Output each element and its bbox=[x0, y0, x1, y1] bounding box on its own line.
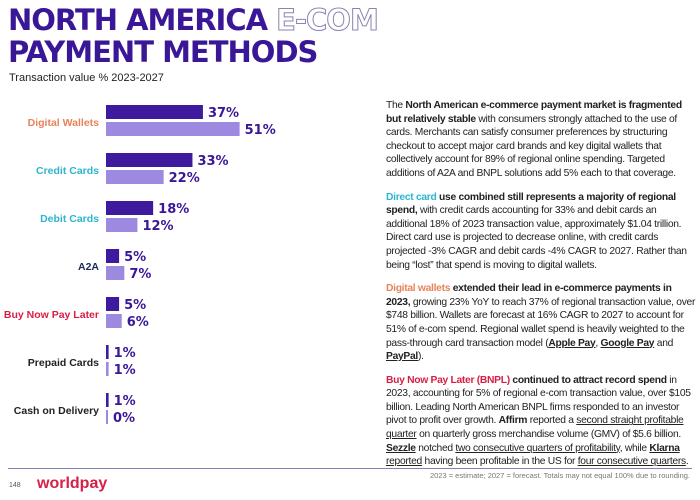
data-label: 5% bbox=[124, 250, 146, 265]
text-segment: with consumers strongly attached to the … bbox=[386, 113, 677, 179]
text-segment: in 2023, accounting for 5% of regional e… bbox=[386, 374, 691, 427]
data-label: 18% bbox=[158, 202, 189, 217]
footnote: 2023 = estimate; 2027 = forecast. Totals… bbox=[429, 471, 690, 480]
text-segment: reported bbox=[386, 456, 422, 468]
paragraph-overview: The North American e-commerce payment ma… bbox=[386, 99, 698, 181]
text-segment: with credit cards accounting for 33% and… bbox=[386, 205, 687, 271]
data-label: 7% bbox=[129, 267, 151, 282]
data-label: 1% bbox=[114, 394, 136, 409]
title-line-2: PAYMENT METHODS bbox=[8, 35, 318, 69]
page-number: 148 bbox=[9, 482, 21, 489]
paragraph-direct-card: Direct card use combined still represent… bbox=[386, 191, 698, 273]
text-segment: Sezzle bbox=[386, 442, 416, 454]
text-segment: on quarterly gross merchandise volume (G… bbox=[416, 429, 681, 441]
text-segment: The bbox=[386, 100, 406, 111]
data-label: 0% bbox=[113, 411, 135, 426]
data-label: 51% bbox=[245, 123, 276, 138]
worldpay-logo: worldpay bbox=[37, 475, 108, 492]
paragraph-digital-wallets: Digital wallets extended their lead in e… bbox=[386, 282, 698, 364]
text-segment: Apple Pay bbox=[548, 337, 596, 349]
text-segment: , bbox=[595, 337, 601, 349]
text-segment: use combined still represents a majority… bbox=[386, 191, 676, 217]
bar-2027 bbox=[106, 170, 164, 184]
data-label: 37% bbox=[208, 106, 239, 121]
footer-divider bbox=[8, 468, 692, 469]
category-label: Prepaid Cards bbox=[28, 357, 99, 369]
bar-2027 bbox=[106, 122, 240, 136]
text-segment: North American e-commerce payment market… bbox=[386, 100, 682, 125]
bar-2027 bbox=[106, 410, 108, 424]
bar-2027 bbox=[106, 218, 138, 232]
data-label: 6% bbox=[127, 315, 149, 330]
category-label: Cash on Delivery bbox=[14, 405, 99, 417]
title-outline: E-COM bbox=[276, 3, 380, 37]
bar-2023 bbox=[106, 393, 109, 407]
text-segment: Direct card bbox=[386, 191, 437, 203]
bar-2027 bbox=[106, 362, 109, 376]
text-segment: and bbox=[654, 337, 674, 349]
text-segment: reported a bbox=[527, 415, 577, 427]
bar-2023 bbox=[106, 297, 120, 311]
bar-2023 bbox=[106, 153, 193, 167]
bar-2023 bbox=[106, 249, 120, 263]
text-segment: Affirm bbox=[498, 415, 528, 427]
text-segment: four consecutive quarters bbox=[577, 456, 686, 468]
title-line-1: NORTH AMERICA E-COM bbox=[8, 3, 380, 37]
commentary: The North American e-commerce payment ma… bbox=[386, 99, 698, 469]
category-label: Debit Cards bbox=[40, 213, 99, 225]
bar-2027 bbox=[106, 314, 122, 328]
text-segment: , while bbox=[619, 442, 650, 454]
text-segment: having been profitable in the US for bbox=[421, 456, 578, 468]
text-segment: extended their lead in e-commerce paymen… bbox=[386, 283, 672, 308]
text-segment: ). bbox=[417, 351, 424, 363]
paragraph-bnpl: Buy Now Pay Later (BNPL) continued to at… bbox=[386, 374, 698, 469]
data-label: 12% bbox=[142, 219, 173, 234]
text-segment: notched bbox=[415, 442, 456, 454]
text-segment: two consecutive quarters of profitabilit… bbox=[455, 442, 620, 454]
category-label: Digital Wallets bbox=[28, 117, 100, 129]
text-segment: Klarna bbox=[649, 442, 680, 454]
bar-2027 bbox=[106, 266, 125, 280]
data-label: 33% bbox=[197, 154, 228, 169]
category-label: Buy Now Pay Later bbox=[4, 309, 99, 321]
bar-2023 bbox=[106, 105, 203, 119]
data-label: 5% bbox=[124, 298, 146, 313]
bar-2023 bbox=[106, 345, 109, 359]
subtitle: Transaction value % 2023-2027 bbox=[9, 72, 164, 84]
text-segment: second straight profitable quarter bbox=[386, 415, 684, 441]
data-label: 22% bbox=[169, 171, 200, 186]
text-segment: Digital wallets bbox=[386, 283, 451, 295]
title-solid: NORTH AMERICA bbox=[8, 3, 268, 37]
text-segment: continued to attract record spend bbox=[509, 374, 667, 386]
category-label: A2A bbox=[78, 261, 99, 273]
data-label: 1% bbox=[114, 363, 136, 378]
text-segment: growing 23% YoY to reach 37% of regional… bbox=[386, 296, 696, 349]
category-label: Credit Cards bbox=[36, 165, 99, 177]
bar-chart: Digital Wallets 37% 51% Credit Cards 33% 22% D… bbox=[4, 105, 276, 426]
text-segment: PayPal bbox=[386, 351, 418, 363]
text-segment: Google Pay bbox=[600, 337, 655, 349]
bar-2023 bbox=[106, 201, 154, 215]
text-segment: . bbox=[685, 456, 689, 468]
text-segment: Buy Now Pay Later (BNPL) bbox=[386, 374, 510, 386]
data-label: 1% bbox=[114, 346, 136, 361]
